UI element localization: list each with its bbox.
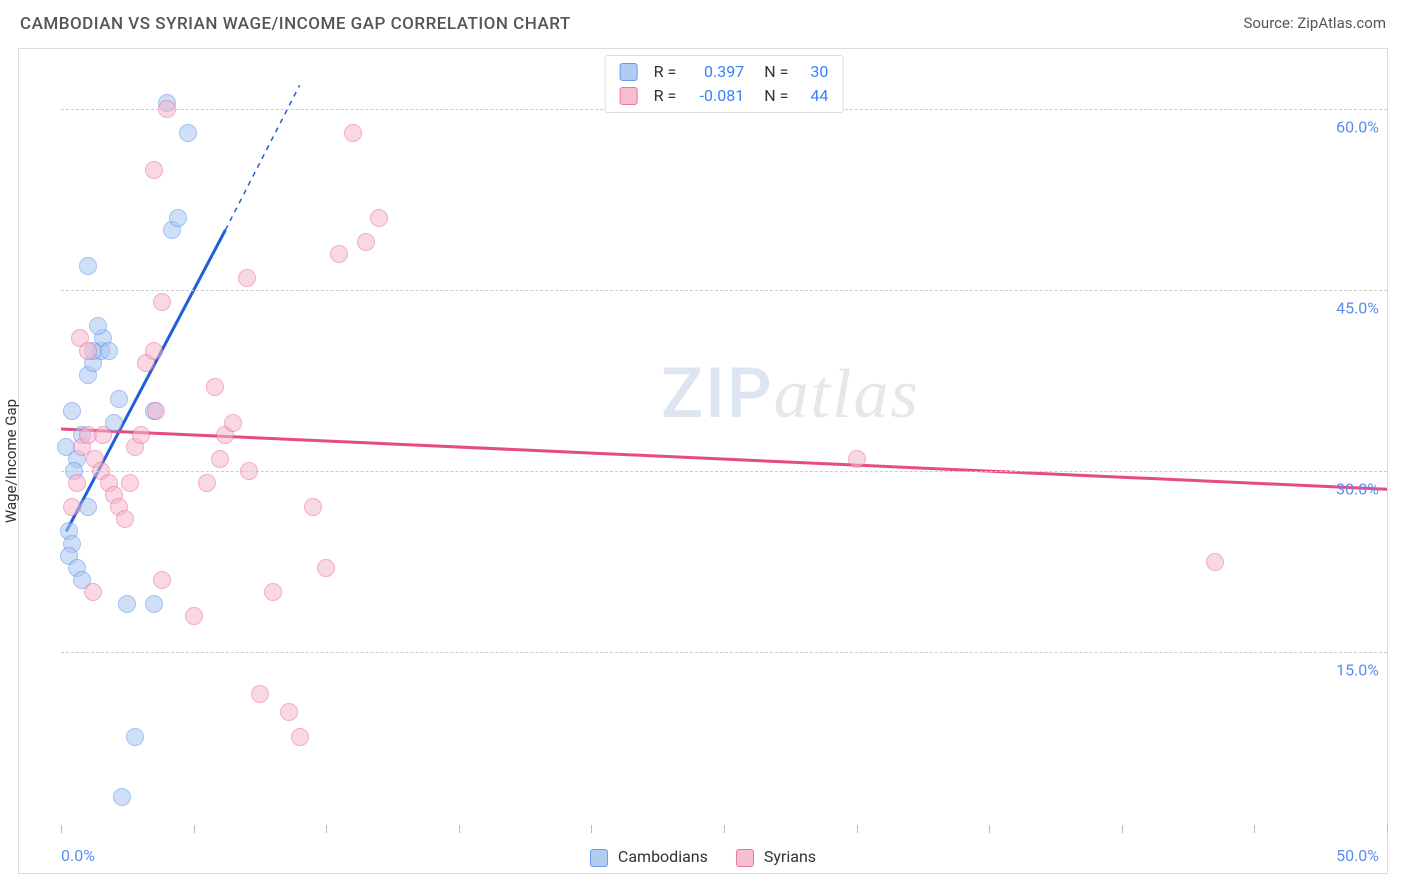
data-point-syrians: [145, 342, 163, 360]
data-point-syrians: [121, 474, 139, 492]
x-tick-mark: [1387, 825, 1388, 833]
x-tick-mark: [989, 825, 990, 833]
data-point-syrians: [304, 498, 322, 516]
data-point-syrians: [240, 462, 258, 480]
data-point-syrians: [344, 124, 362, 142]
data-point-syrians: [198, 474, 216, 492]
trend-line-syrians: [61, 429, 1387, 489]
swatch-syrians: [736, 849, 754, 867]
x-tick-mark: [1254, 825, 1255, 833]
x-tick-mark: [857, 825, 858, 833]
watermark: ZIPatlas: [661, 353, 920, 435]
series-legend: Cambodians Syrians: [590, 847, 816, 867]
data-point-syrians: [84, 583, 102, 601]
data-point-syrians: [116, 510, 134, 528]
data-point-cambodians: [110, 390, 128, 408]
correlation-row-cambodians: R = 0.397 N = 30: [620, 60, 829, 84]
x-tick-mark: [591, 825, 592, 833]
trend-lines-layer: [61, 49, 1387, 833]
data-point-syrians: [153, 571, 171, 589]
correlation-row-syrians: R = -0.081 N = 44: [620, 84, 829, 108]
data-point-syrians: [251, 685, 269, 703]
data-point-syrians: [63, 498, 81, 516]
data-point-syrians: [147, 402, 165, 420]
gridline-h: [61, 652, 1387, 653]
chart-title: CAMBODIAN VS SYRIAN WAGE/INCOME GAP CORR…: [20, 14, 571, 34]
data-point-cambodians: [79, 257, 97, 275]
data-point-cambodians: [118, 595, 136, 613]
y-tick-label: 60.0%: [1336, 118, 1379, 137]
y-tick-label: 15.0%: [1336, 661, 1379, 680]
x-tick-mark: [724, 825, 725, 833]
data-point-syrians: [238, 269, 256, 287]
x-axis-min: 0.0%: [61, 846, 95, 865]
x-axis-max: 50.0%: [1336, 846, 1379, 865]
data-point-syrians: [264, 583, 282, 601]
data-point-syrians: [211, 450, 229, 468]
x-tick-mark: [1122, 825, 1123, 833]
y-axis-label: Wage/Income Gap: [2, 399, 20, 523]
data-point-syrians: [357, 233, 375, 251]
data-point-syrians: [206, 378, 224, 396]
data-point-syrians: [280, 703, 298, 721]
x-tick-mark: [459, 825, 460, 833]
data-point-syrians: [158, 100, 176, 118]
trend-line-dash-cambodians: [225, 85, 299, 230]
legend-item-cambodians: Cambodians: [590, 847, 708, 867]
data-point-syrians: [291, 728, 309, 746]
data-point-cambodians: [79, 498, 97, 516]
data-point-cambodians: [145, 595, 163, 613]
data-point-syrians: [1206, 553, 1224, 571]
data-point-cambodians: [100, 342, 118, 360]
data-point-syrians: [224, 414, 242, 432]
y-tick-label: 30.0%: [1336, 480, 1379, 499]
data-point-syrians: [94, 426, 112, 444]
x-tick-mark: [326, 825, 327, 833]
data-point-syrians: [317, 559, 335, 577]
swatch-syrians: [620, 87, 638, 105]
source-attribution: Source: ZipAtlas.com: [1243, 14, 1386, 32]
data-point-syrians: [330, 245, 348, 263]
data-point-syrians: [132, 426, 150, 444]
x-tick-mark: [61, 825, 62, 833]
data-point-syrians: [68, 474, 86, 492]
correlation-legend: R = 0.397 N = 30 R = -0.081 N = 44: [605, 55, 844, 113]
data-point-syrians: [370, 209, 388, 227]
x-tick-mark: [194, 825, 195, 833]
data-point-cambodians: [179, 124, 197, 142]
chart-container: Wage/Income Gap ZIPatlas R = 0.397 N = 3…: [18, 48, 1388, 874]
plot-area: ZIPatlas R = 0.397 N = 30 R = -0.081 N =…: [61, 49, 1387, 833]
gridline-h: [61, 471, 1387, 472]
data-point-cambodians: [169, 209, 187, 227]
swatch-cambodians: [590, 849, 608, 867]
data-point-cambodians: [89, 317, 107, 335]
data-point-cambodians: [126, 728, 144, 746]
legend-item-syrians: Syrians: [736, 847, 816, 867]
data-point-syrians: [185, 607, 203, 625]
y-tick-label: 45.0%: [1336, 299, 1379, 318]
data-point-syrians: [848, 450, 866, 468]
data-point-syrians: [153, 293, 171, 311]
data-point-syrians: [79, 342, 97, 360]
data-point-cambodians: [113, 788, 131, 806]
swatch-cambodians: [620, 63, 638, 81]
data-point-syrians: [145, 161, 163, 179]
data-point-cambodians: [63, 402, 81, 420]
gridline-h: [61, 290, 1387, 291]
